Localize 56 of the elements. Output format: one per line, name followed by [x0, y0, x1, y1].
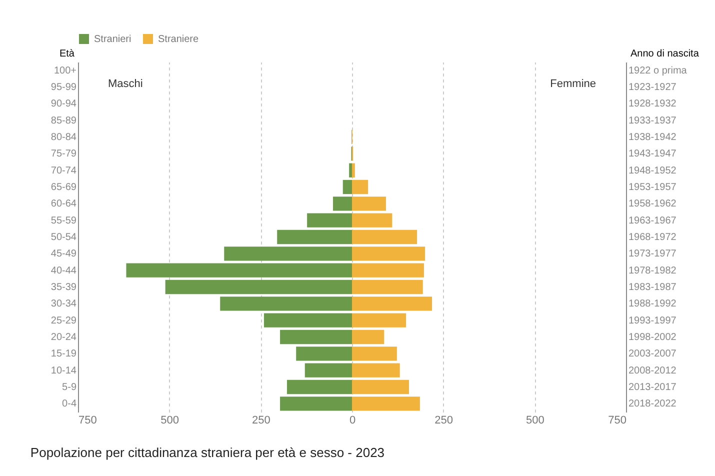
x-tick-label: 250	[434, 414, 454, 426]
y2-tick-label: 1943-1947	[628, 148, 677, 160]
legend-label: Straniere	[158, 34, 200, 45]
y-tick-label: 75-79	[50, 148, 77, 160]
x-tick-label: 750	[78, 414, 97, 426]
y2-tick-label: 1973-1977	[628, 248, 677, 260]
y-tick-label: 40-44	[50, 265, 77, 276]
y-tick-label: 45-49	[50, 248, 77, 260]
y2-tick-label: 1983-1987	[628, 282, 677, 293]
y-tick-label: 60-64	[50, 198, 77, 210]
y-tick-label: 0-4	[62, 398, 77, 410]
y-tick-label: 95-99	[50, 82, 77, 93]
y-tick-label: 50-54	[50, 232, 77, 243]
y2-tick-label: 1968-1972	[628, 232, 677, 243]
y2-tick-label: 2018-2022	[628, 398, 677, 410]
y-tick-label: 10-14	[50, 365, 77, 376]
y-tick-label: 35-39	[50, 282, 77, 293]
y2-tick-label: 1978-1982	[628, 265, 677, 276]
x-tick-label: 0	[349, 414, 356, 426]
y2-tick-label: 1928-1932	[628, 98, 677, 110]
y-tick-label: 25-29	[50, 315, 77, 326]
y-tick-label: 15-19	[50, 348, 77, 360]
y2-tick-label: 1948-1952	[628, 165, 677, 176]
y2-tick-label: 2013-2017	[628, 382, 677, 393]
y2-tick-label: 1993-1997	[628, 315, 677, 326]
annotation: Maschi	[108, 78, 143, 90]
x-tick-label: 250	[252, 414, 270, 426]
y-tick-label: 5-9	[62, 382, 77, 393]
y2-tick-label: 1998-2002	[628, 332, 677, 343]
y2-tick-label: 1933-1937	[628, 115, 677, 126]
y-tick-label: 30-34	[50, 298, 77, 310]
y-tick-label: 100+	[54, 65, 77, 76]
y-axis-title: Età	[59, 48, 75, 60]
text: Popolazione per cittadinanza straniera per età e sesso - 2023	[30, 445, 385, 460]
x-tick-label: 500	[160, 414, 180, 426]
y2-tick-label: 1988-1992	[628, 298, 677, 310]
y2-tick-label: 2008-2012	[628, 365, 677, 376]
y2-tick-label: 1923-1927	[628, 82, 677, 93]
y-tick-label: 70-74	[50, 165, 77, 176]
y2-tick-label: 1953-1957	[628, 182, 677, 193]
x-tick-label: 750	[608, 414, 626, 426]
y2-axis-title: Anno di nascita	[630, 48, 700, 60]
y-tick-label: 20-24	[50, 332, 77, 343]
y-tick-label: 90-94	[50, 98, 77, 110]
y2-tick-label: 1938-1942	[628, 132, 677, 143]
y2-tick-label: 1963-1967	[628, 215, 677, 226]
legend-label: Stranieri	[94, 34, 132, 45]
y-tick-label: 65-69	[50, 182, 77, 193]
y2-tick-label: 1922 o prima	[628, 65, 688, 76]
y-tick-label: 85-89	[50, 115, 77, 126]
annotation: Femmine	[550, 78, 596, 90]
y2-tick-label: 1958-1962	[628, 198, 677, 210]
y2-tick-label: 2003-2007	[628, 348, 677, 360]
y-tick-label: 80-84	[50, 132, 77, 143]
x-tick-label: 500	[526, 414, 544, 426]
y-tick-label: 55-59	[50, 215, 77, 226]
